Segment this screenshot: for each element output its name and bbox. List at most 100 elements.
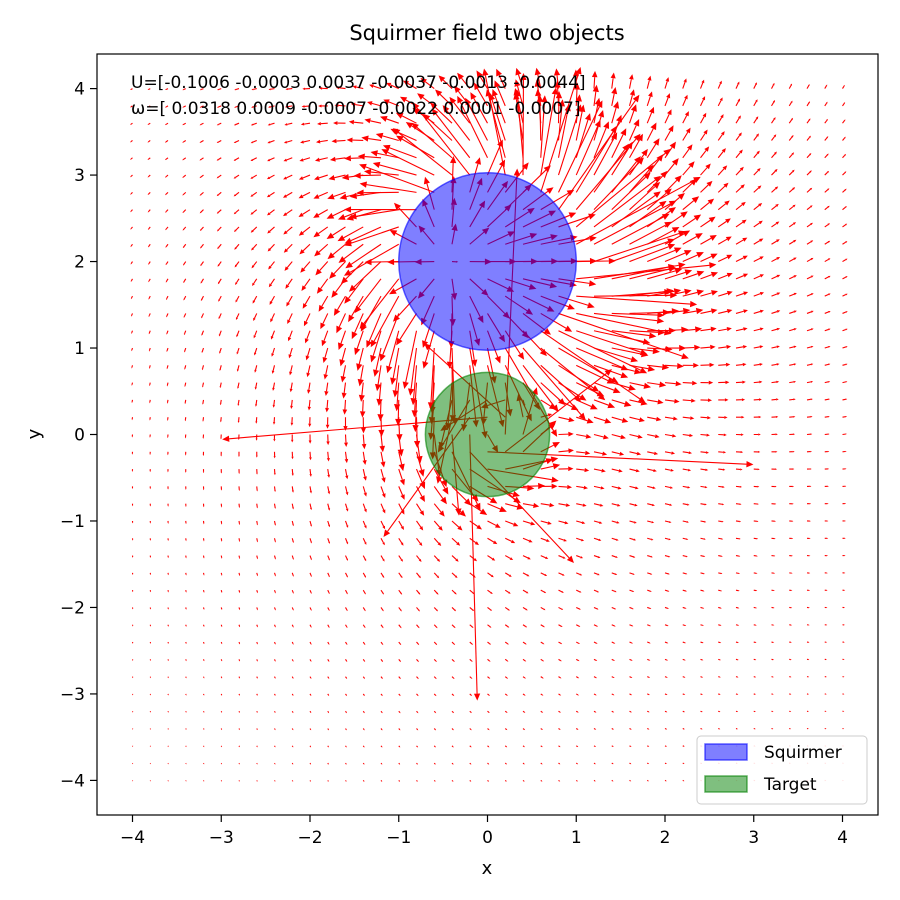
field-arrow [575, 676, 580, 679]
field-arrow [629, 485, 639, 490]
field-arrow [451, 728, 454, 731]
field-arrow [718, 344, 732, 349]
field-arrow [309, 538, 312, 544]
field-arrow [234, 105, 240, 108]
field-arrow [789, 624, 792, 626]
field-arrow [593, 658, 598, 661]
field-arrow [435, 89, 453, 107]
x-tick-label: −2 [297, 828, 322, 848]
field-arrow [611, 87, 618, 106]
field-arrow [576, 450, 591, 456]
field-arrow [362, 659, 366, 663]
field-arrow [629, 266, 676, 280]
field-arrow [149, 520, 151, 524]
field-arrow [682, 178, 697, 193]
field-arrow [540, 762, 543, 765]
field-arrow [514, 79, 524, 107]
field-arrow [202, 676, 205, 679]
field-arrow [220, 503, 223, 508]
field-arrow [753, 641, 757, 643]
field-arrow [593, 572, 600, 576]
field-arrow [494, 80, 506, 107]
field-arrow [344, 206, 417, 213]
field-arrow [806, 415, 813, 418]
field-arrow [256, 589, 258, 594]
field-arrow [789, 275, 797, 280]
field-arrow [354, 330, 364, 356]
field-arrow [593, 606, 599, 610]
field-arrow [361, 135, 382, 142]
field-arrow [182, 88, 186, 91]
field-arrow [380, 676, 383, 680]
field-arrow [699, 79, 705, 89]
field-arrow [504, 762, 508, 765]
field-arrow [254, 365, 258, 373]
field-arrow [593, 779, 596, 782]
field-arrow [593, 399, 616, 409]
field-arrow [199, 105, 204, 108]
field-arrow [329, 261, 346, 279]
field-arrow [718, 326, 732, 332]
field-arrow [735, 309, 748, 314]
field-arrow [824, 170, 830, 176]
field-arrow [629, 382, 652, 389]
field-arrow [487, 503, 507, 512]
field-arrow [611, 468, 623, 473]
field-arrow [576, 503, 587, 507]
field-arrow [392, 128, 453, 176]
field-arrow [238, 589, 241, 594]
field-arrow [362, 589, 366, 595]
field-arrow [398, 555, 403, 562]
field-arrow [553, 68, 561, 89]
field-arrow [216, 122, 222, 126]
field-arrow [166, 399, 169, 404]
field-arrow [682, 270, 705, 280]
field-arrow [238, 780, 240, 782]
field-arrow [202, 711, 205, 713]
field-arrow [398, 589, 403, 595]
field-arrow [345, 572, 348, 578]
field-arrow [392, 365, 400, 398]
field-arrow [220, 762, 223, 765]
field-arrow [788, 257, 797, 263]
field-arrow [202, 641, 205, 645]
field-arrow [433, 710, 437, 714]
field-arrow [131, 728, 134, 730]
field-arrow [416, 745, 419, 748]
field-arrow [238, 710, 240, 713]
field-arrow [273, 641, 276, 645]
field-arrow [361, 434, 367, 450]
field-arrow [366, 313, 382, 348]
field-arrow [789, 415, 796, 418]
field-arrow [664, 572, 670, 575]
field-arrow [717, 165, 728, 176]
field-arrow [646, 226, 680, 245]
field-arrow [842, 293, 848, 297]
y-tick-label: −3 [60, 685, 85, 705]
field-arrow [682, 658, 686, 661]
field-arrow [664, 158, 679, 176]
field-arrow [558, 382, 587, 401]
field-arrow [216, 174, 222, 179]
field-arrow [806, 710, 809, 712]
field-arrow [306, 365, 311, 378]
field-arrow [771, 151, 777, 159]
field-arrow [540, 483, 558, 489]
field-arrow [433, 589, 439, 595]
field-arrow [771, 693, 774, 695]
field-arrow [575, 762, 579, 765]
field-arrow [291, 728, 294, 731]
field-arrow [416, 503, 425, 516]
field-arrow [131, 624, 134, 627]
field-arrow [789, 292, 797, 297]
field-arrow [349, 209, 399, 220]
field-arrow [842, 346, 848, 349]
field-arrow [522, 693, 526, 696]
field-arrow [682, 196, 700, 211]
field-arrow [806, 693, 810, 695]
field-arrow [522, 572, 530, 577]
field-arrow [317, 122, 328, 126]
field-arrow [700, 520, 707, 523]
field-arrow [309, 659, 312, 662]
field-arrow [217, 243, 222, 250]
